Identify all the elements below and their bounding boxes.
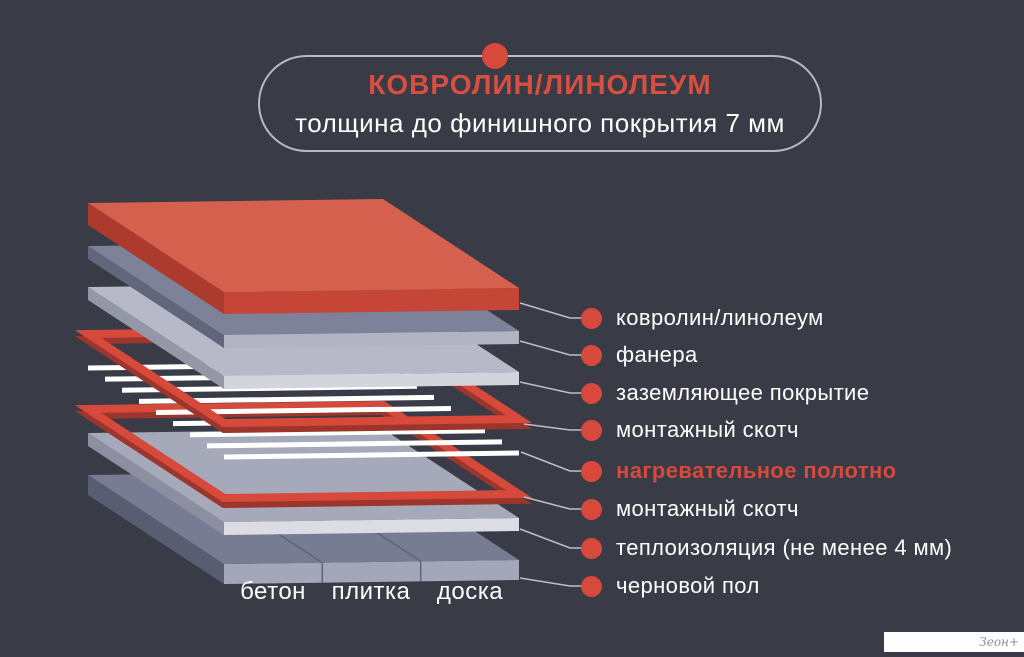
legend-dot	[581, 419, 602, 441]
layer-6-front-face	[224, 518, 519, 535]
layer-7-front-face	[224, 560, 519, 584]
layer-6-left-face	[88, 433, 224, 535]
subfloor-option-label: доска	[436, 578, 504, 605]
legend-row: теплоизоляция (не менее 4 мм)	[581, 533, 952, 563]
title-bubble: КОВРОЛИН/ЛИНОЛЕУМ толщина до финишного п…	[258, 43, 822, 152]
legend-label: монтажный скотч	[616, 417, 799, 442]
watermark-badge: Зеон+	[884, 632, 1024, 652]
connector-line	[519, 528, 582, 549]
layer-2-left-face	[88, 287, 224, 389]
legend-label: заземляющее покрытие	[616, 380, 870, 405]
legend-dot	[581, 498, 602, 520]
layer-2-front-face	[224, 372, 519, 389]
legend-dot	[581, 382, 602, 404]
legend-dot	[581, 537, 602, 559]
connector-line	[519, 577, 582, 587]
layer-1-left-face	[88, 246, 224, 348]
connector-line	[523, 496, 582, 510]
layer-7-left-face	[88, 475, 224, 584]
legend-row: черновой пол	[581, 571, 760, 601]
legend-row: заземляющее покрытие	[581, 378, 869, 408]
layer-0-left-face	[88, 203, 224, 314]
legend-label: ковролин/линолеум	[616, 305, 824, 330]
legend-label: нагревательное полотно	[616, 458, 897, 483]
layer-5-tape-frame	[74, 400, 533, 503]
page-title: КОВРОЛИН/ЛИНОЛЕУМ	[368, 68, 712, 100]
subfloor-option-label: бетон	[240, 578, 306, 605]
layer-0-front-face	[224, 288, 519, 314]
legend-label: фанера	[616, 342, 698, 367]
subfloor-option-label: плитка	[331, 578, 411, 605]
layer-0-top-face	[88, 199, 519, 292]
connector-line	[519, 381, 582, 394]
legend-label: теплоизоляция (не менее 4 мм)	[616, 535, 953, 560]
legend-row: монтажный скотч	[581, 494, 799, 524]
legend-dot	[581, 307, 602, 329]
page-subtitle: толщина до финишного покрытия 7 мм	[295, 107, 785, 138]
legend-row: ковролин/линолеум	[581, 303, 824, 333]
legend-label: черновой пол	[616, 573, 760, 598]
legend-row: нагревательное полотно	[581, 456, 896, 486]
connector-line	[523, 423, 582, 431]
legend-label: монтажный скотч	[616, 496, 799, 521]
legend-dot	[581, 344, 602, 366]
legend-dot	[581, 575, 602, 597]
layer-4-heating-film-stripe	[223, 450, 520, 460]
layer-4-heating-film-stripe	[189, 428, 486, 438]
layer-1-front-face	[224, 331, 519, 348]
connector-line	[520, 451, 582, 472]
legend-row: фанера	[581, 340, 698, 370]
bubble-marker-dot	[482, 43, 508, 69]
legend-row: монтажный скотч	[581, 415, 799, 445]
connector-line	[519, 302, 582, 319]
layer-4-heating-film-stripe	[206, 439, 503, 449]
watermark-text: Зеон+	[979, 635, 1019, 649]
connector-line	[519, 340, 582, 356]
legend-dot	[581, 460, 602, 482]
